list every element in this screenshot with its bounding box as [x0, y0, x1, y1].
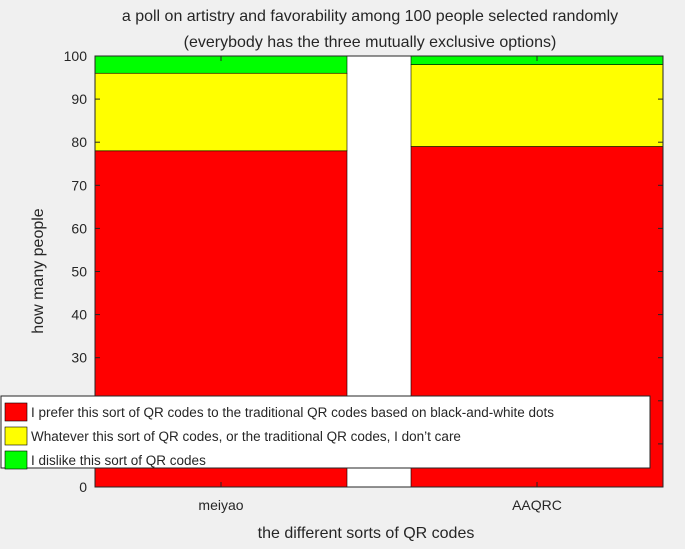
- legend-swatch: [4, 402, 28, 422]
- legend-swatch: [4, 426, 28, 446]
- ticks-layer: 0102030405060708090100meiyaoAAQRC: [64, 48, 663, 513]
- y-tick-label: 80: [71, 134, 87, 150]
- y-tick-label: 50: [71, 264, 87, 280]
- y-tick-label: 90: [71, 91, 87, 107]
- legend-label: Whatever this sort of QR codes, or the t…: [31, 429, 461, 444]
- bar-meiyao-series-2: [94, 72, 348, 152]
- y-tick-label: 60: [71, 220, 87, 236]
- y-tick-label: 100: [64, 48, 88, 64]
- x-tick-label: AAQRC: [512, 497, 562, 513]
- y-tick-label: 70: [71, 177, 87, 193]
- chart-title: a poll on artistry and favorability amon…: [122, 8, 618, 25]
- legend: I prefer this sort of QR codes to the tr…: [0, 395, 651, 470]
- chart-subtitle: (everybody has the three mutually exclus…: [184, 34, 557, 51]
- legend-box: [0, 395, 651, 469]
- x-axis-label: the different sorts of QR codes: [258, 525, 475, 542]
- legend-swatch: [4, 450, 28, 470]
- legend-label: I dislike this sort of QR codes: [31, 453, 206, 468]
- y-tick-label: 40: [71, 307, 87, 323]
- bar-AAQRC-series-2: [410, 64, 664, 147]
- y-tick-label: 0: [79, 479, 87, 495]
- legend-label: I prefer this sort of QR codes to the tr…: [31, 405, 554, 420]
- y-axis-label: how many people: [30, 208, 47, 334]
- y-tick-label: 30: [71, 350, 87, 366]
- x-tick-label: meiyao: [198, 497, 243, 513]
